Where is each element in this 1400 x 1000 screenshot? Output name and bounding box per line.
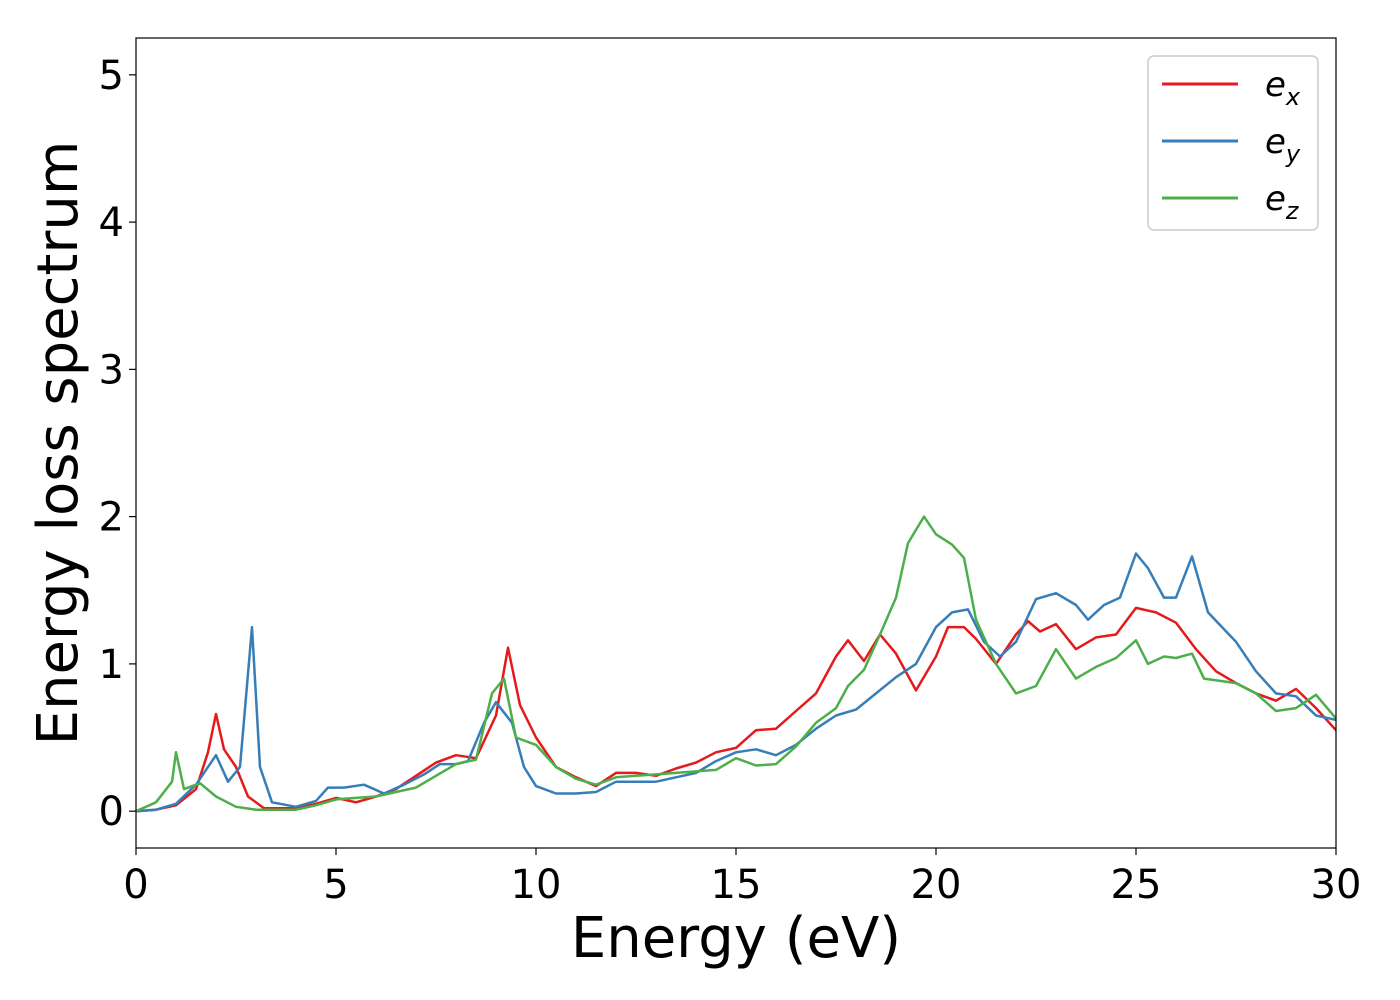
legend: ex ey ez xyxy=(1147,55,1319,231)
y-tick-label: 1 xyxy=(99,642,124,688)
x-axis-title: Energy (eV) xyxy=(571,906,901,971)
x-tick-label: 10 xyxy=(511,862,562,908)
x-tick-label: 15 xyxy=(711,862,762,908)
x-axis: 0 5 10 15 20 25 30 xyxy=(123,848,1361,908)
y-axis: 0 1 2 3 4 5 xyxy=(99,53,136,835)
series-line-y xyxy=(136,552,1336,813)
x-tick-label: 5 xyxy=(323,862,348,908)
series-line-x xyxy=(136,606,1336,813)
x-tick-label: 0 xyxy=(123,862,148,908)
legend-label-x: ex xyxy=(1265,65,1301,111)
x-tick-label: 25 xyxy=(1111,862,1162,908)
legend-box xyxy=(1147,55,1319,231)
y-axis-title: Energy loss spectrum xyxy=(26,141,91,746)
x-tick-label: 20 xyxy=(911,862,962,908)
y-tick-label: 4 xyxy=(99,200,124,246)
series-line-z xyxy=(136,515,1336,813)
y-tick-label: 3 xyxy=(99,347,124,393)
y-tick-label: 0 xyxy=(99,789,124,835)
y-tick-label: 2 xyxy=(99,495,124,541)
series-layer xyxy=(136,515,1336,813)
legend-label-z: ez xyxy=(1265,179,1300,225)
y-tick-label: 5 xyxy=(99,53,124,99)
legend-label-y: ey xyxy=(1265,122,1301,168)
x-tick-label: 30 xyxy=(1311,862,1362,908)
